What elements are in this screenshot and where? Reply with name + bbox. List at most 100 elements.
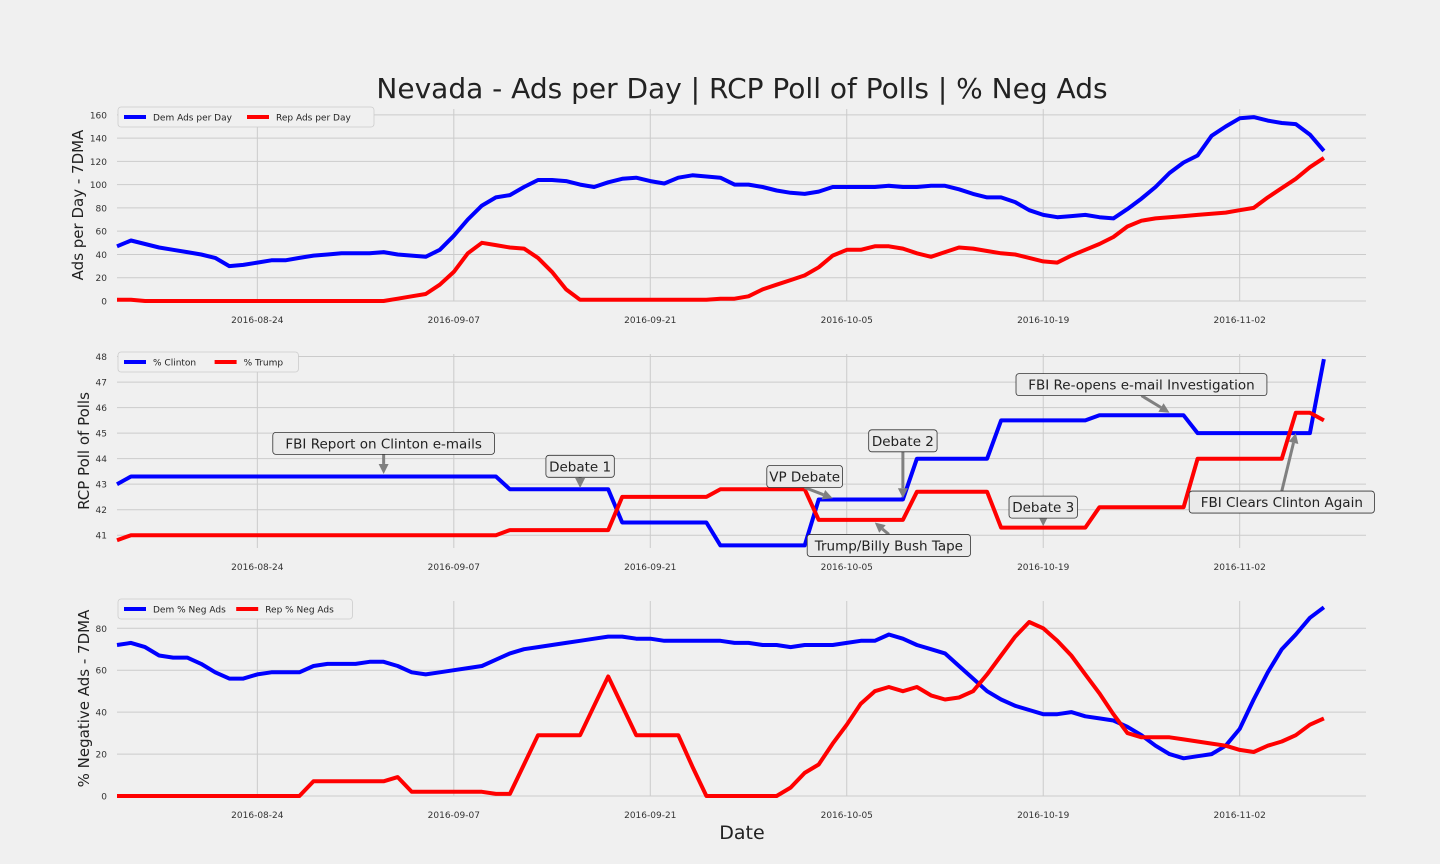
annotation: FBI Re-opens e-mail Investigation: [1015, 373, 1268, 413]
y-tick-label: 47: [96, 379, 107, 389]
annotation: Debate 1: [545, 454, 615, 489]
grid: [117, 109, 1366, 302]
legend: Dem Ads per Day Rep Ads per Day: [117, 106, 375, 128]
annotation-arrowhead: [874, 522, 886, 533]
legend-label: Rep % Neg Ads: [265, 606, 334, 616]
series-line-rep-neg-ads: [117, 620, 1325, 798]
y-tick-label: 160: [90, 111, 107, 121]
annotation-arrowhead: [1288, 433, 1299, 445]
annotation-box: [806, 534, 971, 557]
annotation: Trump/Billy Bush Tape: [806, 522, 971, 557]
x-axis-label: Date: [719, 822, 764, 844]
y-tick-label: 60: [96, 667, 108, 677]
x-tick-label: 2016-09-21: [624, 811, 676, 821]
chart-title: Nevada - Ads per Day | RCP Poll of Polls…: [376, 72, 1107, 105]
chart-panel-3: 0 20 40 60 80 2016-08-24 2016-09-07 2016-09-21 2…: [75, 598, 1366, 821]
annotation-text: FBI Re-opens e-mail Investigation: [1028, 378, 1255, 394]
x-tick-label: 2016-09-21: [624, 563, 676, 573]
y-tick-label: 0: [101, 298, 107, 308]
x-tick-label: 2016-10-19: [1017, 316, 1070, 326]
y-tick-label: 20: [96, 751, 108, 761]
annotation-arrowhead: [1038, 516, 1049, 527]
annotation-box: [272, 431, 495, 455]
y-tick-label: 120: [90, 158, 107, 168]
annotation-box: [1015, 373, 1268, 397]
annotation-arrowhead: [575, 478, 586, 489]
chart-panel-2: 41 42 43 44 45 46 47 48 2016-08-24 2016-09-07 2016…: [75, 351, 1375, 573]
panels: 0 20 40 60 80 100 120 140 160 2016-08-24 2016-09-0…: [69, 106, 1375, 821]
annotation-text: FBI Report on Clinton e-mails: [285, 436, 481, 452]
legend-box: [117, 351, 299, 373]
y-tick-label: 20: [96, 274, 108, 284]
y-tick-label: 48: [96, 353, 108, 363]
series-line-trump: [116, 410, 1325, 543]
annotation-arrow: [881, 527, 890, 536]
y-axis-label: Ads per Day - 7DMA: [69, 129, 87, 280]
series-line-rep-ads-per-day: [117, 156, 1326, 303]
y-tick-label: 140: [90, 135, 107, 145]
legend-box: [117, 106, 375, 128]
legend: Dem % Neg Ads Rep % Neg Ads: [117, 598, 353, 620]
annotation-box: [766, 465, 843, 488]
annotation-box: [545, 454, 615, 478]
x-tick-label: 2016-10-05: [821, 316, 873, 326]
legend-label: % Clinton: [153, 359, 196, 369]
y-tick-label: 80: [96, 625, 108, 635]
legend-label: % Trump: [244, 359, 284, 369]
annotation-box: [1008, 495, 1078, 519]
x-tick-label: 2016-08-24: [231, 316, 284, 326]
annotation-arrowhead: [821, 489, 833, 500]
y-tick-label: 42: [96, 506, 107, 516]
y-tick-label: 80: [96, 204, 108, 214]
annotation-text: VP Debate: [769, 470, 840, 486]
y-tick-label: 45: [96, 430, 107, 440]
grid: [117, 601, 1366, 797]
grid: [117, 354, 1366, 548]
y-tick-label: 0: [101, 793, 107, 803]
y-axis-label: RCP Poll of Polls: [75, 392, 93, 510]
y-axis-label: % Negative Ads - 7DMA: [75, 609, 93, 787]
y-tick-label: 43: [96, 481, 107, 491]
legend: % Clinton % Trump: [117, 351, 299, 373]
annotation: FBI Report on Clinton e-mails: [272, 431, 495, 474]
annotation-arrowhead: [897, 488, 908, 499]
x-tick-label: 2016-10-05: [821, 563, 873, 573]
annotation-arrow: [804, 486, 824, 497]
x-tick-label: 2016-10-19: [1017, 811, 1070, 821]
annotation: VP Debate: [766, 465, 843, 500]
series-line-dem-ads-per-day: [116, 115, 1326, 269]
annotation: Debate 3: [1008, 495, 1078, 527]
annotation-text: Debate 3: [1012, 500, 1074, 516]
x-tick-label: 2016-09-07: [428, 316, 480, 326]
annotation-text: FBI Clears Clinton Again: [1201, 495, 1363, 511]
x-tick-label: 2016-11-02: [1214, 316, 1266, 326]
y-tick-label: 46: [96, 404, 108, 414]
annotation-arrowhead: [378, 463, 389, 474]
x-tick-label: 2016-09-07: [428, 811, 480, 821]
y-tick-label: 41: [96, 532, 107, 542]
x-tick-label: 2016-11-02: [1214, 811, 1266, 821]
x-tick-label: 2016-09-07: [428, 563, 480, 573]
legend-label: Rep Ads per Day: [276, 114, 351, 124]
x-tick-label: 2016-08-24: [231, 563, 284, 573]
series-line-clinton: [116, 358, 1326, 548]
annotation-arrow: [1140, 394, 1162, 409]
annotation: FBI Clears Clinton Again: [1188, 433, 1375, 514]
annotation-arrow: [1280, 442, 1295, 492]
x-tick-label: 2016-09-21: [624, 316, 676, 326]
annotation-arrowhead: [1158, 403, 1170, 413]
x-tick-label: 2016-10-05: [821, 811, 873, 821]
x-tick-label: 2016-11-02: [1214, 563, 1266, 573]
legend-box: [117, 598, 353, 620]
annotation: Debate 2: [868, 429, 938, 499]
y-tick-label: 40: [96, 709, 108, 719]
x-tick-label: 2016-10-19: [1017, 563, 1070, 573]
annotation-box: [868, 429, 938, 453]
chart-panel-1: 0 20 40 60 80 100 120 140 160 2016-08-24 2016-09-0…: [69, 106, 1366, 326]
annotation-box: [1188, 490, 1375, 514]
y-tick-label: 40: [96, 251, 108, 261]
annotation-text: Trump/Billy Bush Tape: [814, 538, 963, 554]
legend-label: Dem Ads per Day: [153, 114, 233, 124]
y-tick-label: 44: [96, 455, 108, 465]
